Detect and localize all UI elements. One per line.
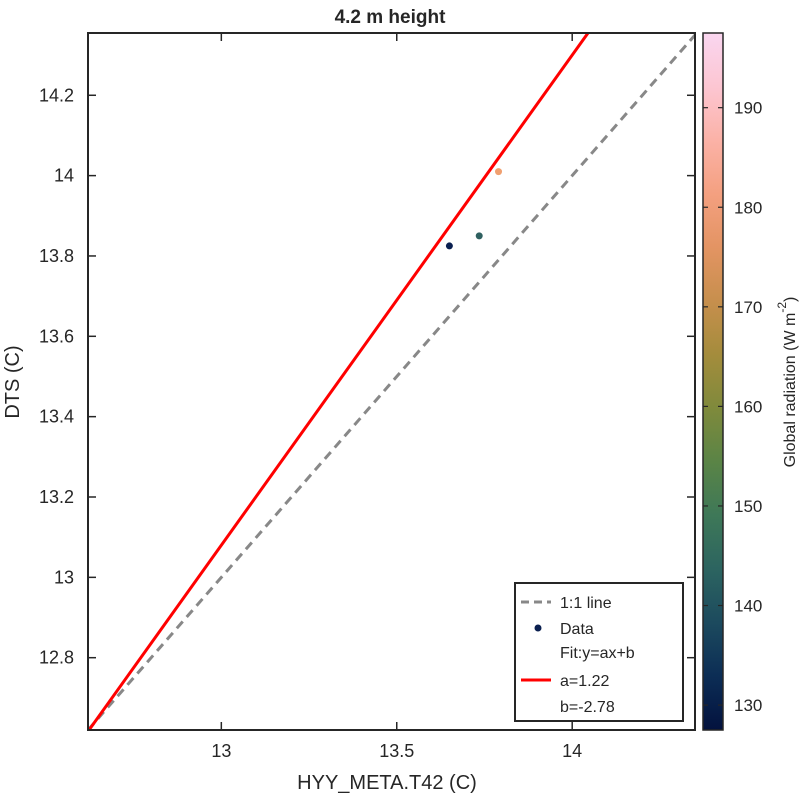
x-tick-label: 13.5 — [379, 741, 414, 761]
fit-line — [88, 33, 590, 730]
colorbar-tick-label: 150 — [734, 497, 762, 516]
y-axis-ticks: 12.8 13 13.2 13.4 13.6 13.8 14 14.2 — [39, 85, 695, 668]
data-point — [445, 242, 453, 250]
x-axis-label: HYY_META.T42 (C) — [297, 772, 477, 794]
data-points — [445, 168, 503, 250]
one-to-one-line — [88, 33, 695, 730]
legend-data-marker — [534, 624, 542, 632]
y-tick-label: 13.2 — [39, 487, 74, 507]
y-tick-label: 14.2 — [39, 85, 74, 105]
legend-one-to-one-label: 1:1 line — [560, 595, 612, 612]
y-tick-label: 13.4 — [39, 407, 74, 427]
chart-title: 4.2 m height — [335, 7, 447, 28]
colorbar-tick-label: 130 — [734, 696, 762, 715]
colorbar: 130 140 150 160 170 180 190 Global radiation (… — [702, 32, 799, 731]
y-tick-label: 12.8 — [39, 648, 74, 668]
y-tick-label: 13 — [54, 567, 74, 587]
plot-frame — [87, 32, 696, 731]
legend-fit-a: a=1.22 — [560, 673, 609, 690]
legend-data-label: Data — [560, 621, 594, 638]
colorbar-tick-label: 190 — [734, 99, 762, 118]
x-tick-label: 14 — [562, 741, 582, 761]
y-tick-label: 13.8 — [39, 246, 74, 266]
y-tick-label: 13.6 — [39, 326, 74, 346]
data-point — [495, 168, 503, 176]
colorbar-tick-label: 170 — [734, 298, 762, 317]
colorbar-tick-label: 140 — [734, 597, 762, 616]
colorbar-ticks: 130 140 150 160 170 180 190 — [703, 99, 762, 715]
colorbar-tick-label: 160 — [734, 397, 762, 416]
x-axis-ticks: 13 13.5 14 — [211, 33, 582, 761]
data-point — [475, 232, 483, 240]
legend-fit-b: b=-2.78 — [560, 699, 615, 716]
colorbar-tick-label: 180 — [734, 198, 762, 217]
colorbar-label: Global radiation (W m-2) — [775, 297, 799, 468]
legend-fit-equation: Fit:y=ax+b — [560, 645, 635, 662]
legend-box — [514, 582, 684, 722]
y-axis-label: DTS (C) — [2, 345, 24, 418]
legend: 1:1 line Data Fit:y=ax+b a=1.22 b=-2.78 — [514, 582, 684, 722]
x-tick-label: 13 — [211, 741, 231, 761]
y-tick-label: 14 — [54, 166, 74, 186]
colorbar-gradient — [702, 32, 724, 731]
